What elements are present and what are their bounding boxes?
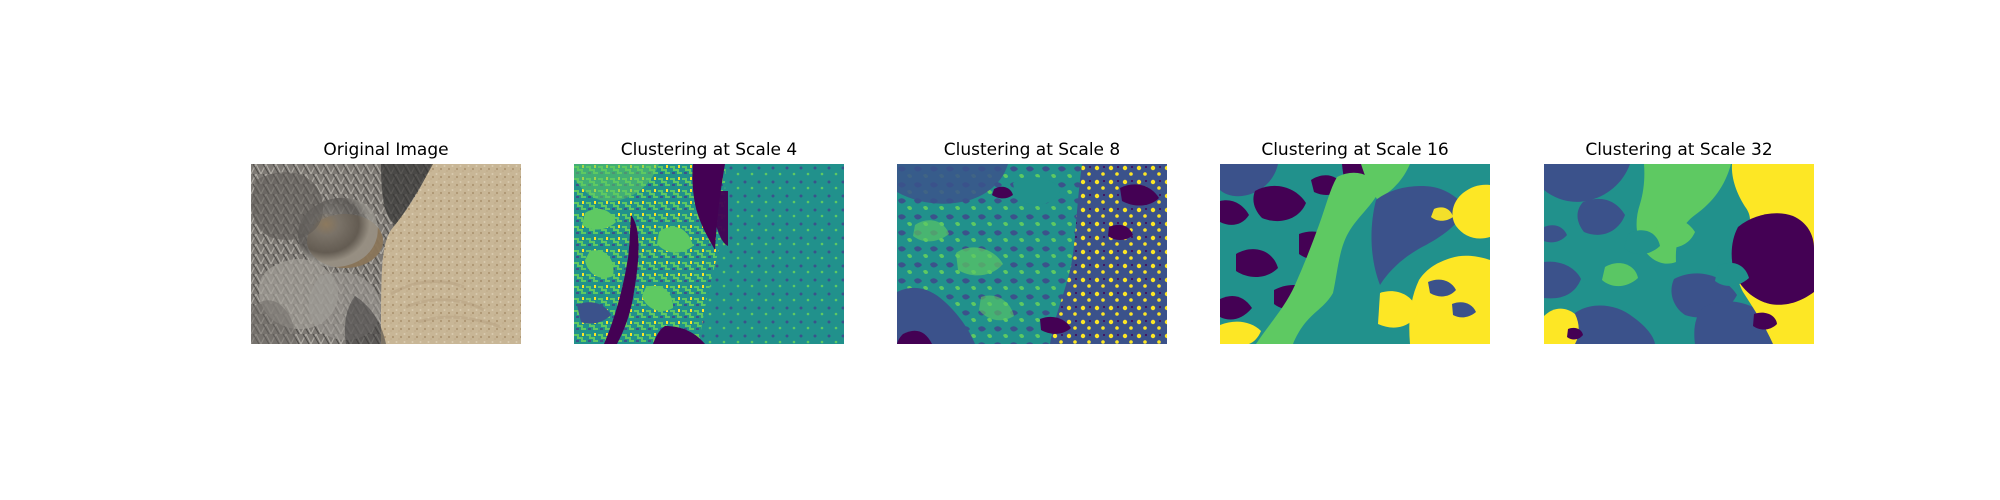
cluster-map-scale-4 — [574, 164, 844, 344]
panel-title-original: Original Image — [323, 140, 449, 160]
panel-original-image: Original Image — [251, 138, 521, 344]
original-image — [251, 164, 521, 344]
cluster-map-scale-32 — [1544, 164, 1814, 344]
panel-title-scale-16: Clustering at Scale 16 — [1261, 140, 1449, 160]
panel-scale-4: Clustering at Scale 4 — [574, 138, 844, 344]
panel-scale-32: Clustering at Scale 32 — [1544, 138, 1814, 344]
cluster-map-scale-8 — [897, 164, 1167, 344]
panel-title-scale-8: Clustering at Scale 8 — [943, 140, 1121, 160]
panel-scale-8: Clustering at Scale 8 — [897, 138, 1167, 344]
panel-title-scale-32: Clustering at Scale 32 — [1585, 140, 1773, 160]
cluster-map-scale-16 — [1220, 164, 1490, 344]
panel-scale-16: Clustering at Scale 16 — [1220, 138, 1490, 344]
panel-title-scale-4: Clustering at Scale 4 — [620, 140, 798, 160]
